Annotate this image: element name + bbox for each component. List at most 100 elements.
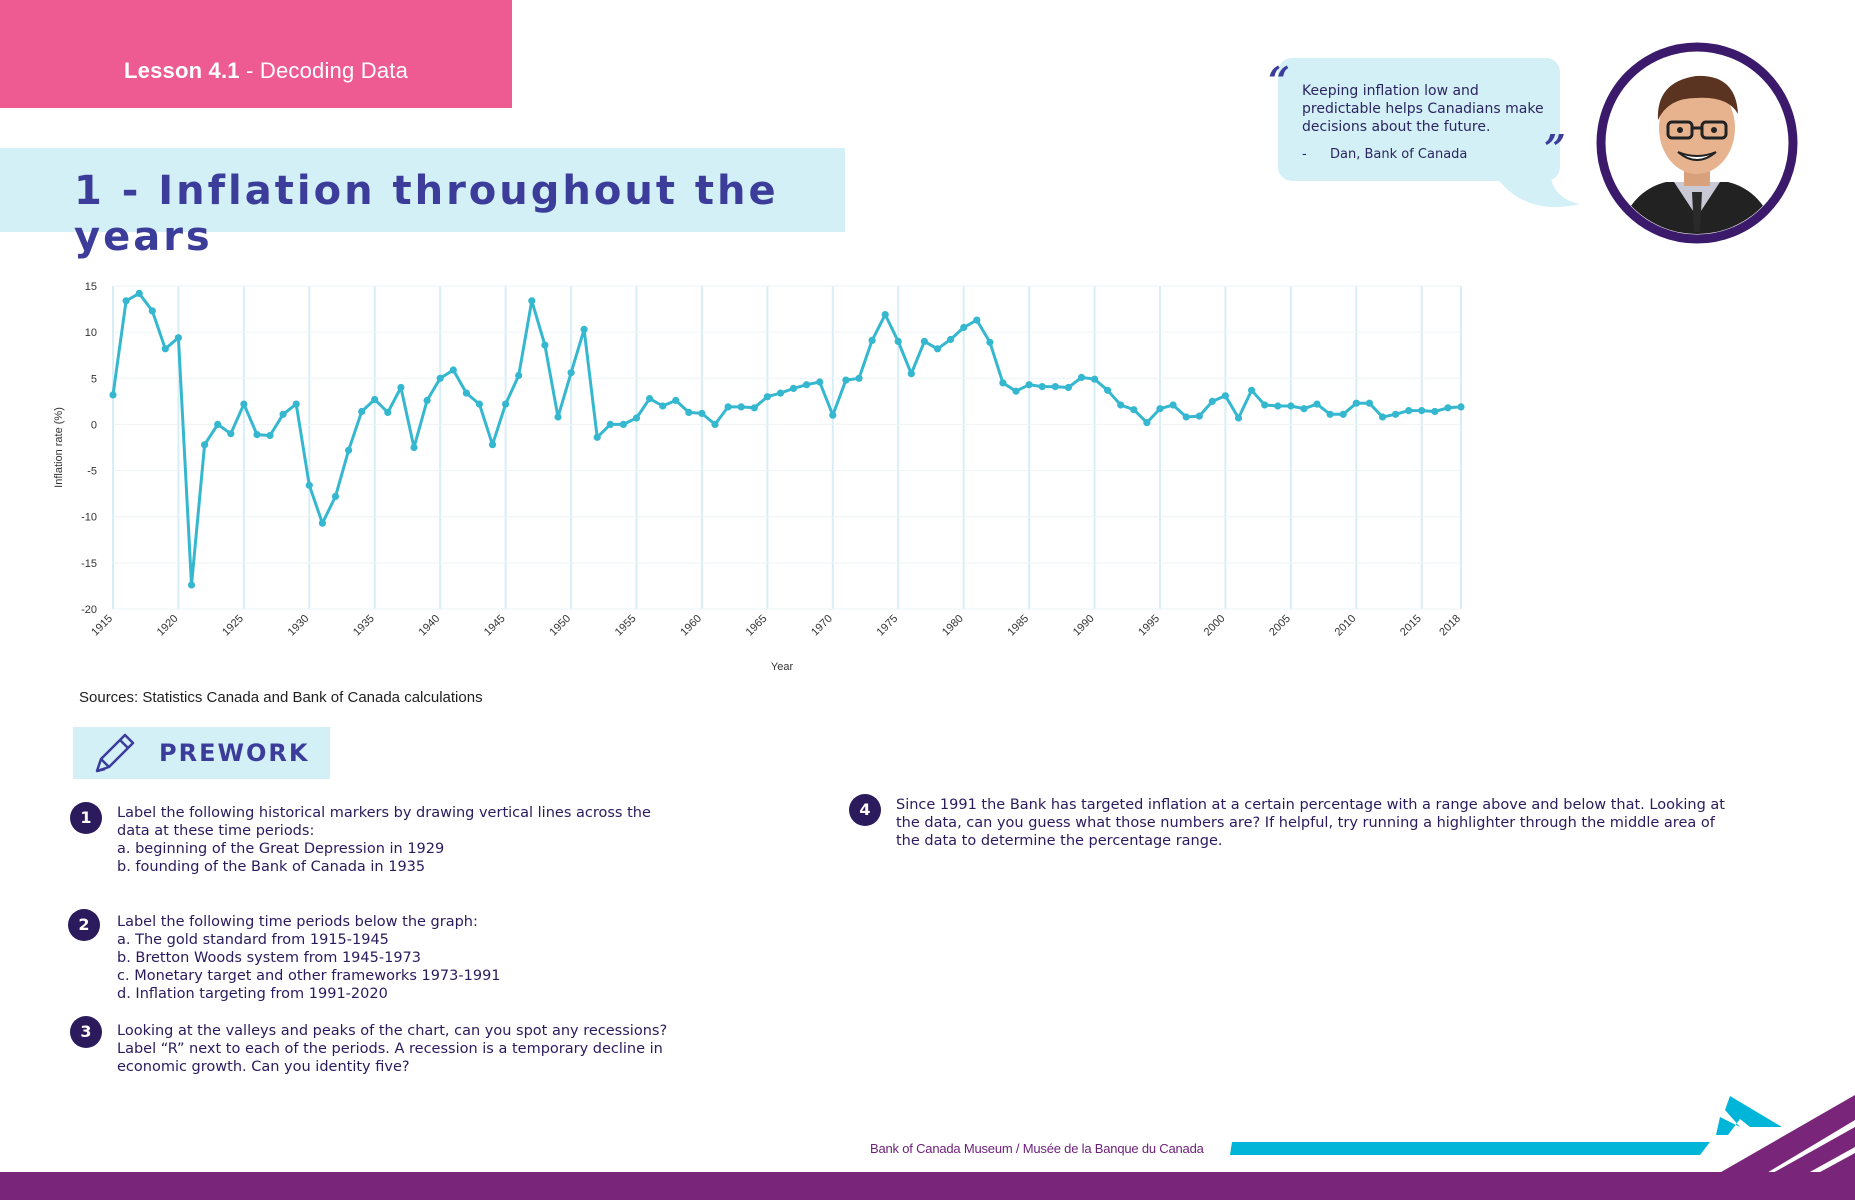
data-point — [423, 396, 431, 404]
lesson-label: Lesson 4.1 - Decoding Data — [124, 58, 408, 84]
data-point — [345, 446, 353, 454]
data-point — [1431, 407, 1439, 416]
x-axis-label: Year — [771, 661, 794, 673]
question-1-number: 1 — [70, 802, 102, 834]
data-point — [1156, 405, 1164, 413]
data-point — [1077, 373, 1086, 381]
data-point — [711, 420, 719, 428]
data-point — [750, 404, 758, 412]
x-tick-label: 1970 — [809, 613, 835, 639]
data-point — [842, 376, 850, 384]
data-point — [1444, 404, 1452, 412]
data-point — [619, 420, 628, 428]
question-4-text: Since 1991 the Bank has targeted inflati… — [896, 797, 1725, 849]
person-portrait-icon — [1596, 42, 1798, 244]
data-point — [567, 369, 575, 377]
x-tick-label: 1990 — [1071, 613, 1097, 639]
x-tick-label: 1980 — [940, 613, 966, 639]
lesson-banner: Lesson 4.1 - Decoding Data — [0, 0, 512, 108]
data-point — [554, 413, 562, 421]
data-point — [1313, 400, 1321, 408]
data-point — [1130, 406, 1138, 414]
prework-label: PREWORK — [159, 739, 310, 767]
data-point — [855, 374, 863, 382]
data-point — [397, 383, 405, 392]
data-point — [868, 336, 876, 344]
question-3-number: 3 — [70, 1016, 102, 1048]
x-tick-label: 1930 — [286, 613, 312, 639]
data-point — [135, 289, 143, 297]
data-point — [1104, 386, 1112, 394]
page-title: 1 - Inflation throughout the years — [74, 168, 779, 260]
series-line — [111, 291, 1462, 587]
y-tick-label: 10 — [85, 327, 97, 339]
data-point — [986, 338, 994, 346]
data-point — [161, 345, 169, 353]
data-point — [920, 337, 929, 345]
data-point — [1392, 410, 1400, 418]
data-point — [1208, 397, 1216, 405]
footer-name-en: Bank of Canada Museum — [870, 1141, 1013, 1156]
quote-author: - Dan, Bank of Canada — [1302, 147, 1467, 162]
data-point — [606, 420, 614, 428]
data-point — [475, 400, 483, 408]
quote-bubble — [1278, 58, 1560, 181]
x-tick-label: 1915 — [89, 613, 115, 639]
x-tick-label: 1995 — [1136, 613, 1162, 639]
data-point — [502, 400, 510, 408]
data-point — [894, 337, 902, 345]
y-tick-label: 5 — [91, 373, 97, 385]
y-axis-label: Inflation rate (%) — [53, 407, 65, 488]
data-point — [384, 408, 392, 416]
data-point — [672, 396, 680, 404]
chart-sources: Sources: Statistics Canada and Bank of C… — [79, 689, 483, 706]
data-point — [1378, 413, 1387, 421]
data-point — [1051, 383, 1059, 391]
data-point — [1091, 375, 1099, 383]
data-point — [1300, 405, 1308, 413]
data-point — [174, 334, 182, 342]
question-3-text: Looking at the valleys and peaks of the … — [117, 1023, 668, 1075]
data-point — [1457, 403, 1465, 411]
x-tick-label: 1945 — [482, 613, 508, 639]
lesson-subtitle: - Decoding Data — [239, 58, 409, 83]
quote-close-icon: ” — [1544, 126, 1566, 171]
y-tick-label: -20 — [81, 604, 97, 616]
data-point — [960, 323, 968, 332]
data-point — [999, 379, 1007, 387]
data-point — [541, 341, 549, 349]
x-tick-label: 2015 — [1398, 613, 1424, 639]
data-point — [279, 410, 287, 418]
title-box: 1 - Inflation throughout the years — [0, 148, 845, 260]
data-point — [1234, 414, 1243, 422]
data-point — [933, 345, 942, 353]
data-point — [816, 378, 824, 386]
data-point — [1064, 383, 1072, 392]
data-point — [227, 430, 235, 438]
data-point — [947, 335, 955, 344]
question-2-number: 2 — [68, 909, 100, 941]
quote-text: Keeping inflation low and predictable he… — [1302, 83, 1544, 135]
y-tick-label: -10 — [81, 512, 97, 524]
data-point — [1117, 401, 1125, 409]
data-point — [201, 441, 209, 449]
data-point — [881, 311, 889, 319]
prework-header: PREWORK — [73, 727, 330, 779]
data-point — [803, 381, 811, 389]
data-point — [829, 411, 837, 419]
data-point — [763, 393, 772, 401]
data-point — [1025, 381, 1033, 389]
question-2-text: Label the following time periods below t… — [117, 914, 501, 1002]
question-4-number: 4 — [849, 794, 881, 826]
data-point — [528, 297, 536, 305]
data-point — [1261, 401, 1269, 409]
x-tick-label: 2018 — [1437, 613, 1463, 639]
x-tick-label: 2000 — [1202, 613, 1228, 639]
data-point — [659, 402, 667, 410]
data-point — [724, 403, 732, 411]
quote-bubble-tail — [1490, 168, 1580, 208]
data-point — [1405, 407, 1413, 415]
bank-of-canada-museum-logo-icon — [1230, 1095, 1855, 1183]
x-tick-label: 1985 — [1005, 613, 1031, 639]
x-tick-label: 1935 — [351, 613, 377, 639]
